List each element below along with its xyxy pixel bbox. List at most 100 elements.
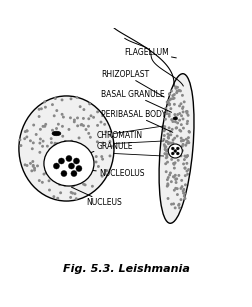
Circle shape: [48, 180, 50, 181]
Circle shape: [52, 176, 53, 177]
Circle shape: [80, 124, 81, 126]
Circle shape: [179, 199, 181, 200]
Circle shape: [62, 153, 63, 154]
Circle shape: [176, 90, 177, 92]
Circle shape: [177, 152, 179, 153]
Circle shape: [183, 167, 185, 169]
Circle shape: [95, 156, 97, 157]
Circle shape: [44, 126, 45, 127]
Ellipse shape: [52, 131, 60, 136]
Circle shape: [172, 98, 173, 99]
Circle shape: [53, 168, 55, 170]
Circle shape: [50, 142, 52, 143]
Circle shape: [54, 145, 55, 146]
Circle shape: [164, 153, 165, 154]
Circle shape: [88, 133, 89, 134]
Circle shape: [73, 121, 75, 122]
Circle shape: [109, 135, 111, 136]
Circle shape: [183, 101, 184, 103]
Text: PERIBASAL BODY: PERIBASAL BODY: [101, 110, 172, 132]
Circle shape: [182, 192, 183, 194]
Circle shape: [49, 174, 50, 176]
Circle shape: [61, 150, 63, 152]
Circle shape: [87, 126, 89, 127]
Text: BASAL GRANULE: BASAL GRANULE: [101, 90, 171, 112]
Circle shape: [52, 159, 53, 161]
Circle shape: [186, 155, 187, 156]
Circle shape: [186, 155, 187, 157]
Circle shape: [32, 161, 34, 162]
Circle shape: [72, 142, 73, 144]
Circle shape: [171, 147, 174, 150]
Circle shape: [45, 124, 46, 125]
Circle shape: [163, 129, 165, 130]
Circle shape: [51, 169, 53, 170]
Circle shape: [53, 169, 54, 170]
Circle shape: [168, 134, 169, 136]
Circle shape: [92, 157, 93, 159]
Circle shape: [181, 95, 182, 96]
Circle shape: [54, 142, 56, 144]
Circle shape: [176, 147, 179, 150]
Circle shape: [56, 160, 57, 161]
Circle shape: [180, 115, 181, 116]
Circle shape: [166, 101, 167, 103]
Circle shape: [76, 168, 78, 170]
Circle shape: [167, 138, 169, 139]
Circle shape: [82, 183, 84, 185]
Circle shape: [75, 180, 77, 181]
Circle shape: [60, 161, 62, 163]
Circle shape: [26, 130, 28, 132]
Circle shape: [92, 160, 93, 161]
Circle shape: [60, 158, 61, 160]
Circle shape: [57, 167, 59, 168]
Circle shape: [181, 150, 182, 151]
Circle shape: [53, 163, 59, 169]
Circle shape: [170, 98, 171, 100]
Circle shape: [78, 178, 80, 179]
Circle shape: [53, 115, 55, 117]
Circle shape: [170, 119, 172, 120]
Circle shape: [166, 185, 167, 187]
Circle shape: [180, 186, 182, 187]
Circle shape: [64, 160, 66, 161]
Circle shape: [77, 165, 78, 166]
Circle shape: [167, 102, 168, 103]
Circle shape: [187, 115, 188, 116]
Circle shape: [175, 116, 176, 118]
Circle shape: [85, 129, 86, 130]
Circle shape: [184, 145, 186, 146]
Circle shape: [105, 131, 106, 133]
Circle shape: [24, 138, 25, 139]
Circle shape: [57, 197, 58, 199]
Circle shape: [180, 180, 182, 181]
Circle shape: [80, 168, 81, 169]
Circle shape: [174, 174, 175, 176]
Circle shape: [63, 171, 64, 173]
Circle shape: [42, 146, 43, 147]
Circle shape: [45, 172, 47, 174]
Circle shape: [51, 104, 53, 105]
Circle shape: [91, 168, 93, 169]
Circle shape: [182, 111, 183, 113]
Circle shape: [173, 167, 174, 169]
Circle shape: [56, 165, 57, 167]
Circle shape: [76, 169, 77, 171]
Circle shape: [163, 138, 164, 140]
Circle shape: [168, 174, 170, 176]
Circle shape: [173, 114, 175, 115]
Circle shape: [97, 166, 99, 167]
Circle shape: [102, 142, 103, 144]
Circle shape: [111, 134, 112, 135]
Circle shape: [187, 142, 189, 143]
Circle shape: [76, 171, 77, 172]
Circle shape: [38, 109, 40, 110]
Circle shape: [101, 175, 103, 177]
Circle shape: [82, 118, 84, 119]
Ellipse shape: [168, 144, 182, 158]
Circle shape: [176, 122, 178, 124]
Circle shape: [77, 125, 78, 126]
Circle shape: [101, 156, 102, 157]
Circle shape: [166, 154, 167, 155]
Circle shape: [43, 173, 45, 175]
